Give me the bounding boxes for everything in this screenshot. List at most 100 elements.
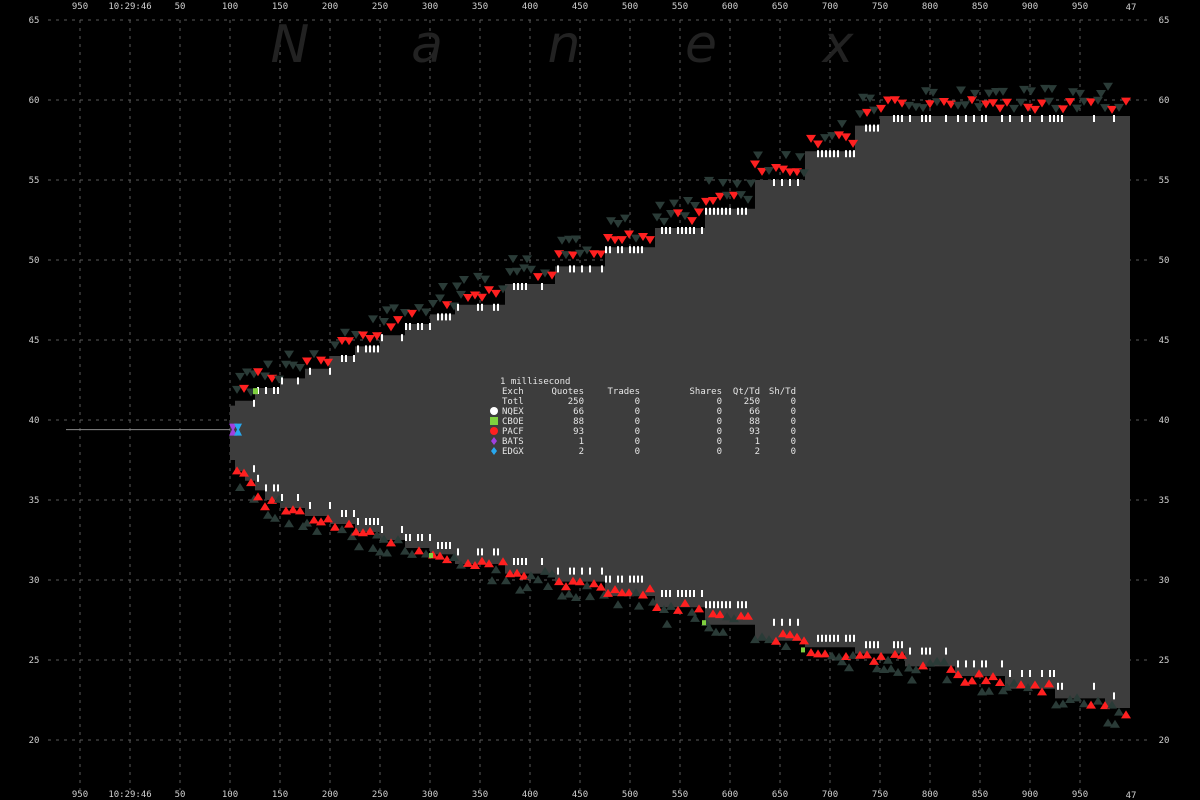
stats-header: Qt/Td <box>733 387 760 397</box>
x-tick-label-top: 600 <box>722 2 738 12</box>
bid-quote-marker <box>879 665 889 674</box>
bid-quote-marker <box>617 588 627 597</box>
bid-quote-marker <box>372 530 382 539</box>
bid-quote-marker <box>704 623 714 632</box>
nqex-bid-tick <box>457 548 459 556</box>
bid-quote-marker <box>484 559 494 568</box>
stats-cell: 2 <box>579 447 584 457</box>
ask-quote-marker <box>1121 97 1131 106</box>
nqex-ask-tick <box>837 150 839 158</box>
ask-quote-marker <box>995 104 1005 113</box>
bid-quote-marker <box>498 557 508 566</box>
bid-quote-marker <box>820 649 830 658</box>
bid-quote-marker <box>771 636 781 645</box>
bid-quote-marker <box>736 611 746 620</box>
bid-quote-marker <box>981 676 991 685</box>
nqex-ask-tick <box>925 115 927 122</box>
bid-quote-marker <box>543 581 553 590</box>
ask-quote-marker <box>477 293 487 302</box>
nqex-ask-tick <box>853 150 855 158</box>
ask-quote-marker <box>379 318 389 327</box>
ask-quote-marker <box>260 372 270 381</box>
nqex-ask-tick <box>773 179 775 186</box>
nqex-bid-tick <box>277 484 279 492</box>
nqex-ask-tick <box>369 345 371 353</box>
nqex-bid-tick <box>773 618 775 626</box>
nqex-bid-tick <box>1049 670 1051 677</box>
stats-header: Exch <box>502 387 524 397</box>
nqex-ask-tick <box>1001 115 1003 122</box>
ask-quote-marker <box>344 337 354 346</box>
stats-cell: 0 <box>635 407 640 417</box>
nqex-ask-tick <box>717 207 719 215</box>
bid-quote-marker <box>1107 700 1117 709</box>
bid-quote-marker <box>232 466 242 475</box>
nqex-ask-tick <box>865 124 867 132</box>
x-tick-label-bottom: 300 <box>422 790 438 800</box>
bid-quote-marker <box>694 604 704 613</box>
x-tick-label-bottom: 650 <box>772 790 788 800</box>
y-tick-label-right: 60 <box>1159 96 1170 106</box>
bid-quote-marker <box>984 686 994 695</box>
nqex-bid-tick <box>729 601 731 609</box>
x-tick-label-top: 300 <box>422 2 438 12</box>
nqex-bid-tick <box>1029 670 1031 677</box>
ask-quote-marker <box>970 89 980 98</box>
x-corner-label-bottom: 47 <box>1126 791 1137 800</box>
nqex-bid-tick <box>681 590 683 597</box>
stats-cell: 0 <box>635 397 640 407</box>
nqex-bid-tick <box>517 558 519 565</box>
y-tick-label-right: 40 <box>1159 416 1170 426</box>
y-tick-label-right: 30 <box>1159 576 1170 586</box>
ask-quote-marker <box>533 273 543 282</box>
ask-quote-marker <box>753 151 763 160</box>
stats-header: Sh/Td <box>769 387 796 397</box>
stats-cell: 0 <box>791 437 796 447</box>
ask-quote-marker <box>631 234 641 243</box>
nqex-bid-tick <box>957 660 959 668</box>
bid-quote-marker <box>634 601 644 610</box>
bid-quote-marker <box>526 571 536 580</box>
ask-quote-marker <box>603 233 613 242</box>
bid-quote-marker <box>463 558 473 567</box>
bid-quote-marker <box>648 597 658 606</box>
bid-quote-marker <box>470 560 480 569</box>
stats-cell: 0 <box>717 437 722 447</box>
nqex-ask-tick <box>901 115 903 122</box>
nqex-ask-tick <box>345 355 347 362</box>
bid-quote-marker <box>844 663 854 672</box>
bid-quote-marker <box>491 565 501 574</box>
ask-quote-marker <box>981 100 991 109</box>
nqex-ask-tick <box>497 303 499 311</box>
stats-title: 1 millisecond <box>500 377 570 387</box>
watermark-letter: e <box>685 15 717 75</box>
nqex-bid-tick <box>665 590 667 597</box>
nqex-ask-tick <box>457 303 459 311</box>
bid-quote-marker <box>564 589 574 598</box>
nqex-bid-tick <box>1021 670 1023 677</box>
bid-quote-marker <box>382 548 392 557</box>
ask-quote-marker <box>505 268 515 277</box>
ask-quote-marker <box>428 299 438 308</box>
nqex-bid-tick <box>717 601 719 609</box>
nqex-bid-tick <box>741 601 743 609</box>
nqex-bid-tick <box>573 567 575 575</box>
nqex-bid-tick <box>581 567 583 575</box>
ask-quote-marker <box>659 217 669 226</box>
nqex-bid-tick <box>789 618 791 626</box>
ask-quote-marker <box>459 276 469 285</box>
y-tick-label-right: 20 <box>1159 736 1170 746</box>
ask-quote-marker <box>690 201 700 210</box>
x-tick-label-top: 150 <box>272 2 288 12</box>
ask-quote-marker <box>606 217 616 226</box>
nqex-bid-tick <box>897 641 899 649</box>
bid-quote-marker <box>547 569 557 578</box>
nqex-ask-tick <box>381 334 383 342</box>
stats-cell: 0 <box>717 397 722 407</box>
y-tick-label-left: 20 <box>29 736 40 746</box>
nqex-ask-tick <box>945 115 947 122</box>
nqex-bid-tick <box>745 601 747 609</box>
x-tick-label-top: 950 <box>72 2 88 12</box>
bid-quote-marker <box>393 535 403 544</box>
x-tick-label-bottom: 200 <box>322 790 338 800</box>
